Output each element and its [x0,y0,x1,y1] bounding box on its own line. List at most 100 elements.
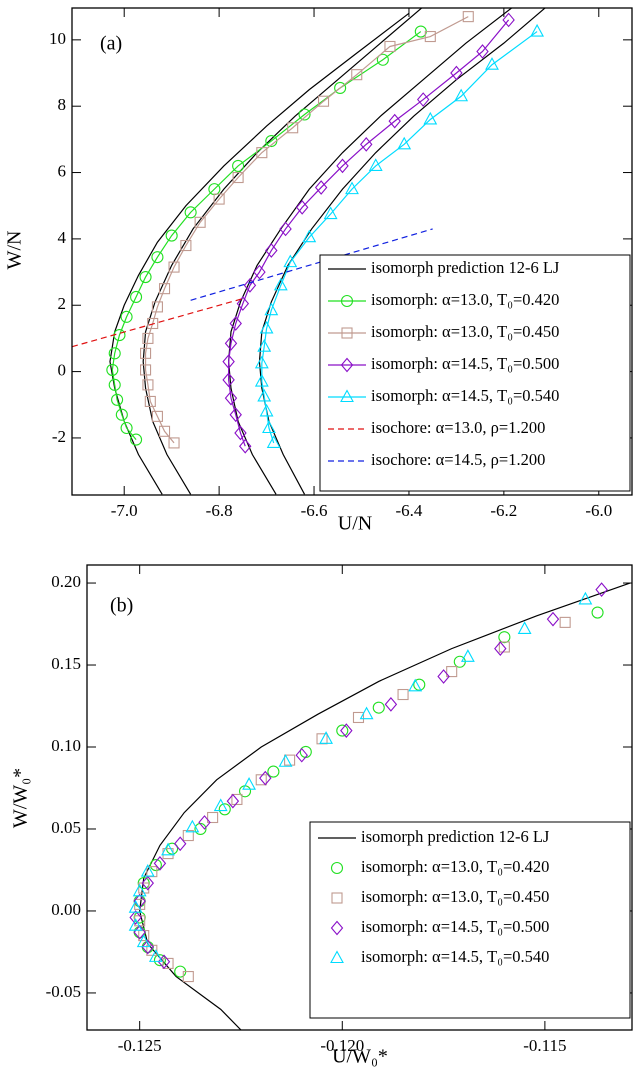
plot-area [128,582,631,1030]
y-tick-label: 0.20 [51,572,81,591]
data-point [255,774,267,786]
y-tick-label: 2 [58,294,67,313]
data-point [413,678,426,691]
data-point [559,616,571,628]
series-line [228,19,510,447]
data-point [132,883,147,897]
data-point [198,815,211,830]
y-tick-label: 0 [58,360,67,379]
data-point [351,69,363,81]
data-point [414,25,427,38]
data-point [168,437,180,449]
data-point [136,934,151,948]
legend-label: isomorph: α=13.0, T₀=0.450 [361,887,549,906]
y-tick-label: 0.15 [51,654,81,673]
data-point [502,12,515,28]
data-point [359,706,374,720]
data-point [148,949,163,962]
x-tick-label: -0.115 [523,1036,566,1055]
data-point [238,785,252,798]
data-point [317,95,330,107]
data-point [238,438,252,454]
data-point [185,819,200,833]
y-tick-label: -2 [52,427,66,446]
data-point [161,842,175,856]
x-tick-label: -6.0 [585,501,612,520]
data-point [437,669,450,684]
y-tick-label: 0.10 [51,736,81,755]
data-point [314,180,328,195]
y-tick-label: 6 [58,161,67,180]
data-point [334,81,347,95]
data-point [266,435,281,448]
data-point [153,954,166,967]
legend-marker [330,861,344,875]
data-point [546,611,560,627]
y-tick-label: 0.00 [51,900,81,919]
legend-marker [331,892,343,904]
legend-box [319,254,631,492]
data-point [262,420,276,434]
data-point [168,261,180,273]
data-point [295,200,309,215]
data-point [115,408,128,421]
data-point [144,395,156,407]
x-axis-label: U/W₀* [332,1046,388,1068]
x-axis-label: U/N [338,513,372,535]
data-point [129,910,142,925]
data-point [345,181,359,195]
data-point [462,11,474,23]
plot-frame [71,7,633,496]
data-point [229,316,242,331]
x-tick-label: -0.120 [320,1036,364,1055]
data-point [151,251,164,264]
data-point [498,631,511,644]
x-tick-label: -6.2 [490,501,517,520]
data-point [372,701,385,714]
data-point [319,731,333,744]
legend-label: isomorph: α=14.5, T₀=0.500 [371,354,559,373]
data-point [182,829,194,842]
data-point [279,221,292,237]
data-point [162,957,174,969]
data-point [298,108,311,121]
x-tick-label: -6.6 [301,501,328,520]
data-point [530,23,545,37]
data-point [388,113,401,129]
data-point [368,158,383,171]
data-point [173,836,187,852]
data-point [423,111,438,125]
data-point [336,158,349,174]
data-point [257,339,272,352]
data-point [194,216,206,228]
data-point [485,57,499,70]
data-point [273,277,288,291]
y-tick-label: 4 [58,228,67,247]
data-point [384,40,396,53]
data-point [284,754,296,766]
data-point [295,747,308,763]
data-point [222,372,235,388]
data-point [498,641,510,653]
plot-frame [86,564,633,1031]
legend-label: isomorph: α=14.5, T₀=0.540 [361,947,549,966]
data-point [595,582,608,597]
data-point [278,754,293,767]
data-point [591,606,604,619]
data-point [265,243,278,258]
data-point [120,421,133,435]
series-line [109,8,546,495]
data-point [140,347,152,359]
data-point [416,92,430,107]
data-point [224,336,238,351]
data-point [130,290,143,303]
legend-marker [340,357,354,373]
data-point [213,798,228,812]
data-point [517,621,532,634]
data-point [184,206,197,219]
data-point [108,347,121,360]
data-point [259,770,272,786]
data-point [336,724,349,737]
data-point [120,310,133,323]
